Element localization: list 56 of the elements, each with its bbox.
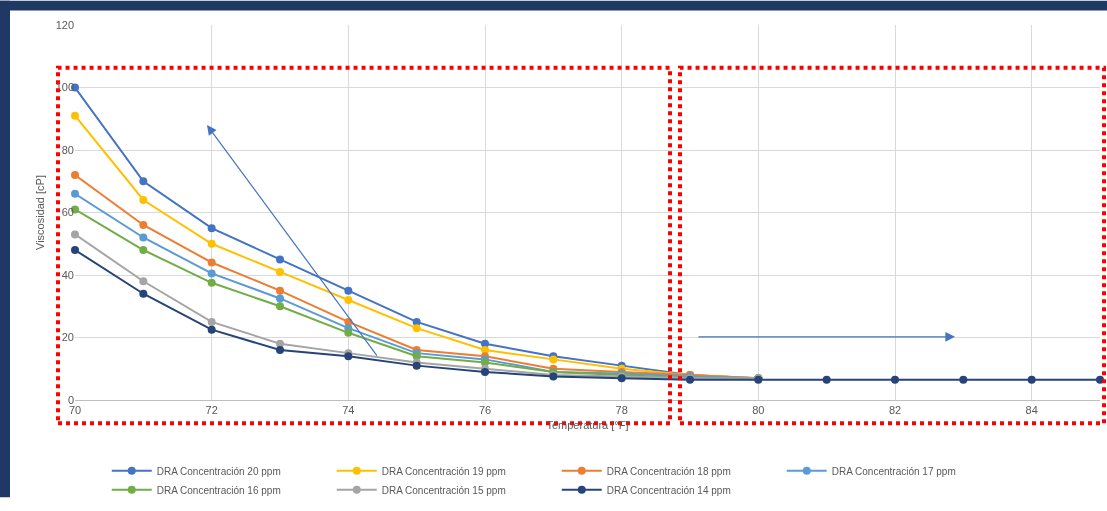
y-tick-label: 80 [61,143,74,156]
point [207,224,216,233]
y-tick-label: 60 [61,206,74,219]
point [207,278,216,287]
x-tick-label: 76 [478,404,492,417]
point [276,302,284,311]
y-tick-label: 20 [61,331,74,344]
point [207,317,216,326]
x-axis-title: Temperatura [°F] [546,419,629,432]
point [276,255,284,264]
point [822,375,831,384]
point [276,267,284,276]
point [891,375,899,384]
legend-label: DRA Concentración 15 ppm [381,484,506,496]
x-tick-label: 74 [342,404,355,417]
y-tick-label: 120 [55,18,74,31]
point [276,346,284,354]
point [344,296,353,304]
legend-label: DRA Concentración 16 ppm [156,484,281,496]
point [344,286,353,295]
point [139,177,148,186]
point [207,269,216,278]
legend-label: DRA Concentración 18 ppm [606,465,731,477]
point [139,233,148,242]
point [71,189,79,198]
point [71,111,79,120]
point [344,328,353,337]
point [139,289,148,298]
x-tick-label: 78 [615,404,628,417]
point [207,325,216,334]
point [71,230,79,239]
point [959,375,968,384]
x-tick-label: 84 [1025,404,1038,417]
legend-label: DRA Concentración 20 ppm [156,465,281,477]
x-tick-label: 82 [888,404,902,417]
point [1027,375,1036,384]
point [71,246,79,254]
point [139,196,148,204]
point [276,294,284,303]
y-axis-title: Viscosidad [cP] [34,174,47,251]
x-tick-label: 70 [68,404,82,417]
point [139,246,148,254]
point [207,239,216,248]
x-tick-label: 72 [205,404,218,417]
y-tick-label: 40 [61,268,74,281]
y-tick-label: 0 [67,393,74,406]
legend-label: DRA Concentración 19 ppm [381,465,506,477]
point [412,324,421,333]
point [139,277,148,286]
legend-label: DRA Concentración 17 ppm [831,465,956,477]
point [71,171,79,179]
x-tick-label: 80 [752,404,765,417]
point [139,221,148,229]
legend-label: DRA Concentración 14 ppm [606,484,731,496]
point [207,258,216,267]
point [276,286,284,295]
